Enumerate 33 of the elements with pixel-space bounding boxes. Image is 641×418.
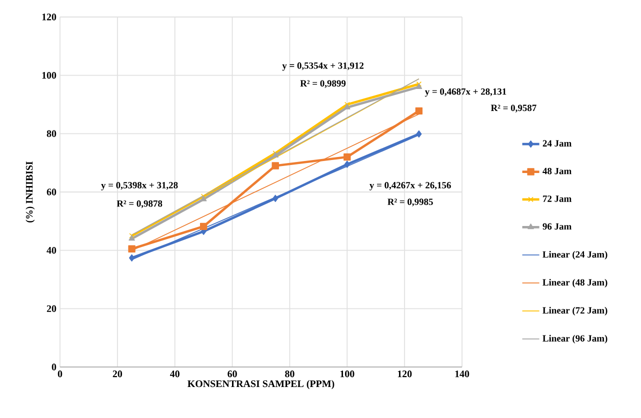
- x-tick-label: 20: [112, 370, 122, 378]
- legend-label: Linear (24 Jam): [542, 250, 608, 260]
- x-tick-label: 60: [228, 370, 237, 378]
- x-tick-label: 40: [170, 370, 180, 378]
- x-axis-title: KONSENTRASI SAMPEL (PPM): [188, 380, 334, 390]
- y-tick-label: 0: [52, 364, 56, 370]
- legend-label: 48 Jam: [542, 168, 572, 174]
- annotation: y = 0,4687x + 28,131: [424, 88, 506, 97]
- legend-label: Linear (72 Jam): [542, 306, 608, 316]
- text: R² = 0,9587: [490, 104, 536, 112]
- x-tick-label: 0: [58, 370, 62, 378]
- annotation: R² = 0,9899: [300, 80, 346, 88]
- legend-label: Linear (48 Jam): [542, 278, 608, 288]
- y-tick-label: 20: [46, 305, 56, 312]
- annotation: y = 0,5398x + 31,28: [101, 182, 178, 190]
- y-tick-label: 40: [46, 246, 56, 254]
- legend-label: 96 Jam: [542, 223, 572, 230]
- legend-label: 24 Jam: [542, 140, 572, 147]
- y-tick-label: 120: [42, 14, 56, 20]
- legend-label: Linear (96 Jam): [542, 334, 608, 344]
- y-tick-label: 100: [42, 72, 56, 79]
- x-tick-label: 120: [398, 370, 412, 378]
- x-tick-label: 140: [455, 370, 470, 378]
- annotation: R² = 0,9985: [388, 198, 433, 206]
- annotation: R² = 0,9878: [116, 200, 162, 208]
- x-tick-label: 100: [340, 370, 354, 378]
- y-tick-label: 80: [46, 130, 56, 138]
- x-tick-label: 80: [285, 370, 294, 378]
- annotation: y = 0,4267x + 26,156: [370, 182, 451, 190]
- y-axis-title: (%) INHIBISI: [26, 161, 35, 222]
- y-tick-label: 60: [46, 188, 56, 196]
- legend-label: 72 Jam: [543, 196, 572, 202]
- annotation: y = 0,5354x + 31,912: [282, 62, 364, 71]
